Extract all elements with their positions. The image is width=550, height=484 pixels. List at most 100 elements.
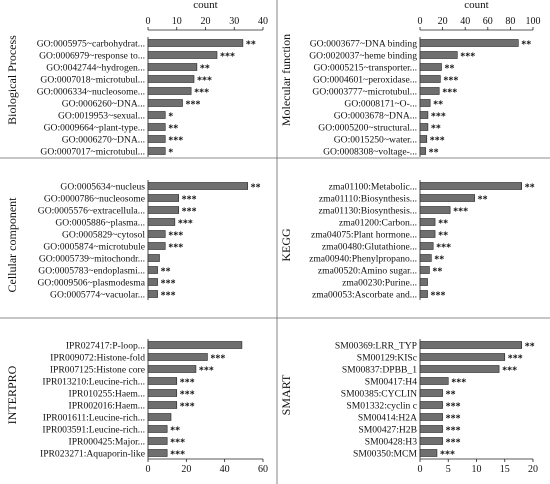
bar bbox=[147, 290, 158, 298]
category-label: GO:0005783~endoplasmi... bbox=[38, 265, 145, 276]
bar bbox=[419, 290, 428, 298]
category-label: GO:0008308~voltage-... bbox=[323, 146, 417, 157]
tick-label: 20 bbox=[181, 464, 191, 475]
panel-4: KEGG zma01100:Metabolic... ** zma01110:Bios… bbox=[279, 180, 535, 302]
bar bbox=[419, 377, 449, 385]
bar bbox=[147, 182, 248, 190]
bar bbox=[147, 206, 179, 214]
bar bbox=[419, 425, 443, 433]
category-label: zma00053:Ascorbate and... bbox=[312, 289, 417, 300]
significance-mark: ** bbox=[521, 40, 531, 51]
tick-label: 60 bbox=[258, 464, 268, 475]
bar bbox=[419, 87, 440, 95]
bar bbox=[419, 230, 436, 238]
significance-mark: ** bbox=[434, 255, 444, 266]
bar bbox=[419, 123, 429, 131]
category-label: GO:0007018~microtubul... bbox=[40, 74, 145, 85]
significance-mark: *** bbox=[180, 402, 195, 413]
category-label: GO:0006260~DNA... bbox=[62, 98, 145, 109]
bar bbox=[419, 75, 441, 83]
bar bbox=[147, 401, 178, 409]
bar bbox=[419, 266, 430, 274]
bar bbox=[147, 75, 195, 83]
bar bbox=[419, 413, 443, 421]
significance-mark: *** bbox=[199, 366, 214, 377]
chart-panels: 0 10 20 30 40 count Biological Process GO:00059… bbox=[5, 0, 541, 475]
bar bbox=[419, 111, 429, 119]
significance-mark: ** bbox=[444, 64, 454, 75]
significance-mark: *** bbox=[178, 219, 193, 230]
significance-mark: *** bbox=[502, 366, 517, 377]
panel-3: Cellular component GO:0005634~nucleus ** GO… bbox=[5, 180, 261, 302]
bar bbox=[147, 218, 176, 226]
category-label: GO:0019953~sexual... bbox=[58, 110, 145, 121]
significance-mark: ** bbox=[432, 267, 442, 278]
bar bbox=[419, 254, 432, 262]
panel-label: Molecular function bbox=[279, 34, 293, 126]
significance-mark: ** bbox=[433, 100, 443, 111]
significance-mark: ** bbox=[168, 124, 178, 135]
bar bbox=[147, 449, 168, 457]
significance-mark: *** bbox=[443, 76, 458, 87]
panel-5: 0 20 40 60 INTERPRO IPR027417:P-loop...IPR009… bbox=[5, 339, 268, 475]
significance-mark: ** bbox=[161, 267, 171, 278]
category-label: SM00417:H4 bbox=[365, 376, 417, 387]
significance-mark: ** bbox=[251, 183, 261, 194]
category-label: GO:0007017~microtubul... bbox=[40, 146, 145, 157]
category-label: IPR023271:Aquaporin-like bbox=[40, 448, 145, 459]
bar bbox=[419, 437, 443, 445]
significance-mark: *** bbox=[168, 243, 183, 254]
significance-mark: *** bbox=[194, 88, 209, 99]
tick-label: 10 bbox=[472, 464, 482, 475]
tick-label: 30 bbox=[229, 16, 239, 27]
category-label: IPR007125:Histone core bbox=[50, 364, 145, 375]
bar bbox=[419, 401, 443, 409]
category-label: GO:0003678~DNA... bbox=[334, 110, 417, 121]
significance-mark: *** bbox=[442, 88, 457, 99]
bar bbox=[147, 230, 166, 238]
category-label: SM00129:KISc bbox=[357, 352, 417, 363]
category-label: GO:0005634~nucleus bbox=[60, 181, 145, 192]
bar bbox=[147, 341, 243, 349]
significance-mark: ** bbox=[438, 219, 448, 230]
category-label: zma00230:Purine... bbox=[342, 277, 417, 288]
bar bbox=[147, 425, 168, 433]
category-label: GO:0015250~water... bbox=[334, 134, 417, 145]
axis-title: count bbox=[464, 0, 488, 11]
category-label: GO:0005886~plasma... bbox=[55, 217, 145, 228]
category-label: SM00350:MCM bbox=[353, 448, 417, 459]
significance-mark: *** bbox=[430, 136, 445, 147]
tick-label: 10 bbox=[172, 16, 182, 27]
significance-mark: *** bbox=[170, 450, 185, 461]
bar bbox=[147, 377, 178, 385]
significance-mark: *** bbox=[180, 390, 195, 401]
bar bbox=[147, 254, 160, 262]
category-label: IPR009072:Histone-fold bbox=[50, 352, 145, 363]
significance-mark: *** bbox=[168, 231, 183, 242]
category-label: GO:0005215~transporter... bbox=[313, 62, 417, 73]
bar bbox=[147, 51, 218, 59]
bar bbox=[419, 206, 451, 214]
panel-label: KEGG bbox=[279, 228, 293, 262]
significance-mark: * bbox=[168, 148, 173, 159]
category-label: zma00940:Phenylpropano... bbox=[309, 253, 417, 264]
bar bbox=[419, 365, 500, 373]
category-label: IPR003591:Leucine-rich... bbox=[42, 424, 145, 435]
tick-label: 80 bbox=[505, 16, 515, 27]
significance-mark: ** bbox=[429, 148, 439, 159]
category-label: IPR013210:Leucine-rich... bbox=[42, 376, 145, 387]
bar bbox=[147, 389, 178, 397]
bar bbox=[419, 218, 436, 226]
category-label: IPR001611:Leucine-rich... bbox=[43, 412, 145, 423]
significance-mark: *** bbox=[508, 354, 523, 365]
category-label: GO:0004601~peroxidase... bbox=[313, 74, 417, 85]
significance-mark: *** bbox=[436, 243, 451, 254]
bar bbox=[147, 135, 166, 143]
tick-label: 60 bbox=[483, 16, 493, 27]
panel-2: 0 20 40 60 80 100 count Molecular function GO:00… bbox=[279, 0, 541, 159]
significance-mark: *** bbox=[446, 438, 461, 449]
category-label: SM01332:cyclin c bbox=[346, 400, 417, 411]
category-label: GO:0009664~plant-type... bbox=[44, 122, 145, 133]
significance-mark: ** bbox=[446, 390, 456, 401]
